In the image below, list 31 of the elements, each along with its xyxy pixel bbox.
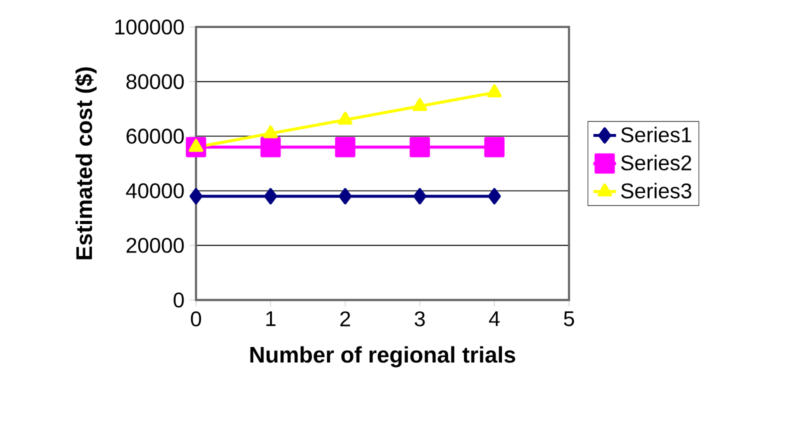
point — [260, 136, 281, 158]
x-tick-label: 2 — [340, 311, 350, 326]
point — [264, 188, 278, 204]
point — [412, 98, 428, 111]
point — [190, 188, 202, 204]
point — [484, 136, 505, 158]
y-axis-title: Estimated cost ($) — [75, 67, 97, 260]
legend-label: Series2 — [621, 154, 692, 170]
point — [338, 188, 352, 204]
x-tick-label: 0 — [190, 311, 202, 326]
point — [188, 138, 204, 152]
x-tick-label: 1 — [266, 311, 276, 326]
point — [487, 84, 502, 98]
legend-label: Series1 — [621, 126, 692, 142]
x-tick-label: 5 — [564, 311, 574, 326]
y-tick-label: 60000 — [126, 128, 184, 144]
point — [410, 136, 430, 158]
x-axis-title: Number of regional trials — [250, 346, 516, 368]
point — [338, 112, 352, 125]
legend-label: Series3 — [621, 182, 692, 198]
y-tick-label: 0 — [174, 292, 184, 308]
y-tick-label: 80000 — [126, 74, 184, 90]
y-tick-label: 20000 — [126, 238, 184, 253]
point — [263, 125, 278, 138]
x-tick-label: 4 — [488, 311, 500, 326]
point — [488, 188, 501, 204]
point — [413, 188, 426, 204]
x-tick-label: 3 — [414, 311, 425, 326]
y-tick-label: 40000 — [126, 183, 184, 198]
y-tick-label: 100000 — [115, 19, 184, 35]
point — [335, 136, 356, 158]
